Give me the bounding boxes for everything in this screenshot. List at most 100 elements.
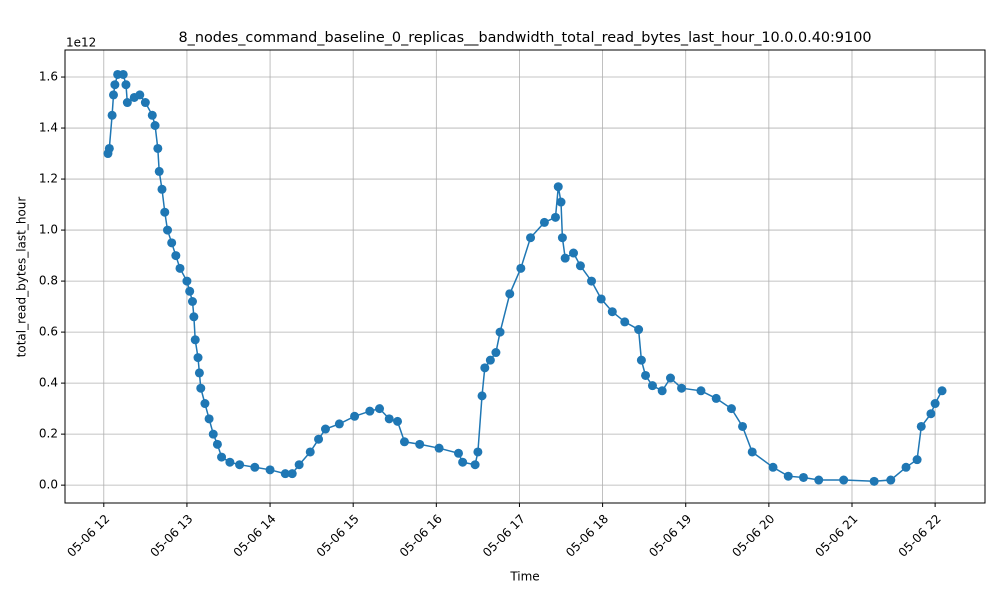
- data-point: [265, 465, 275, 475]
- data-point: [375, 404, 385, 414]
- data-point: [636, 355, 646, 365]
- data-point: [208, 429, 218, 439]
- data-point: [182, 276, 192, 286]
- data-point: [189, 312, 199, 322]
- data-point: [122, 98, 132, 108]
- data-point: [556, 197, 566, 207]
- data-point: [185, 286, 195, 296]
- data-point: [539, 217, 549, 227]
- data-point: [294, 460, 304, 470]
- data-point: [747, 447, 757, 457]
- data-point: [926, 409, 936, 419]
- data-point: [190, 335, 200, 345]
- data-point: [505, 289, 515, 299]
- y-tick-label: 0.6: [39, 325, 58, 339]
- data-point: [869, 476, 879, 486]
- data-point: [516, 263, 526, 273]
- data-point: [912, 455, 922, 465]
- data-point: [641, 370, 651, 380]
- data-point: [235, 460, 245, 470]
- data-point: [839, 475, 849, 485]
- data-point: [193, 353, 203, 363]
- data-point: [171, 251, 181, 261]
- data-point: [167, 238, 177, 248]
- data-point: [350, 411, 360, 421]
- data-point: [200, 399, 210, 409]
- data-point: [107, 110, 117, 120]
- data-point: [620, 317, 630, 327]
- data-point: [916, 421, 926, 431]
- data-point: [901, 462, 911, 472]
- y-tick-label: 1.2: [39, 172, 58, 186]
- y-tick-label: 1.0: [39, 223, 58, 237]
- y-tick-label: 1.6: [39, 70, 58, 84]
- data-point: [147, 110, 157, 120]
- data-point: [557, 233, 567, 243]
- data-point: [596, 294, 606, 304]
- data-point: [665, 373, 675, 383]
- data-point: [175, 263, 185, 273]
- data-point: [212, 439, 222, 449]
- data-point: [526, 233, 536, 243]
- data-point: [217, 452, 227, 462]
- data-point: [163, 225, 173, 235]
- data-point: [204, 414, 214, 424]
- data-point: [225, 457, 235, 467]
- data-point: [726, 404, 736, 414]
- data-point: [458, 457, 468, 467]
- data-point: [930, 399, 940, 409]
- data-point: [194, 368, 204, 378]
- data-point: [150, 121, 160, 130]
- data-point: [560, 253, 570, 263]
- data-point: [280, 469, 290, 479]
- data-point: [647, 381, 657, 391]
- y-offset-label: 1e12: [66, 36, 96, 50]
- data-point: [491, 348, 501, 358]
- y-tick-label: 1.4: [39, 121, 58, 135]
- data-point: [154, 166, 164, 176]
- y-axis-label: total_read_bytes_last_hour: [15, 197, 29, 358]
- y-tick-label: 0.0: [39, 478, 58, 492]
- data-point: [473, 447, 483, 457]
- data-point: [121, 80, 131, 90]
- data-point: [135, 90, 145, 100]
- data-point: [104, 143, 114, 153]
- data-point: [937, 386, 947, 396]
- data-point: [783, 471, 793, 481]
- data-point: [607, 307, 617, 317]
- data-point: [657, 386, 667, 396]
- data-point: [575, 261, 585, 271]
- data-point: [365, 406, 375, 416]
- data-point: [399, 437, 409, 447]
- data-point: [250, 462, 260, 472]
- data-point: [314, 434, 324, 444]
- data-point: [798, 472, 808, 482]
- data-point: [118, 69, 128, 79]
- data-point: [587, 276, 597, 286]
- data-point: [550, 212, 560, 222]
- chart-title: 8_nodes_command_baseline_0_replicas__ban…: [178, 30, 871, 46]
- data-point: [470, 460, 480, 470]
- data-point: [305, 447, 315, 457]
- data-point: [157, 184, 167, 194]
- data-point: [320, 424, 330, 434]
- data-point: [393, 416, 403, 426]
- data-point: [696, 386, 706, 396]
- data-point: [553, 182, 563, 192]
- data-point: [287, 469, 297, 479]
- data-point: [495, 327, 505, 337]
- data-point: [384, 414, 394, 424]
- data-point: [477, 391, 487, 401]
- data-point: [677, 383, 687, 393]
- plot-frame: [64, 49, 986, 504]
- data-point: [108, 90, 118, 100]
- data-point: [110, 80, 120, 90]
- data-point: [485, 355, 495, 365]
- y-tick-label: 0.8: [39, 274, 58, 288]
- data-point: [480, 363, 490, 373]
- data-point: [415, 439, 425, 449]
- data-point: [140, 98, 150, 108]
- data-point: [160, 207, 170, 217]
